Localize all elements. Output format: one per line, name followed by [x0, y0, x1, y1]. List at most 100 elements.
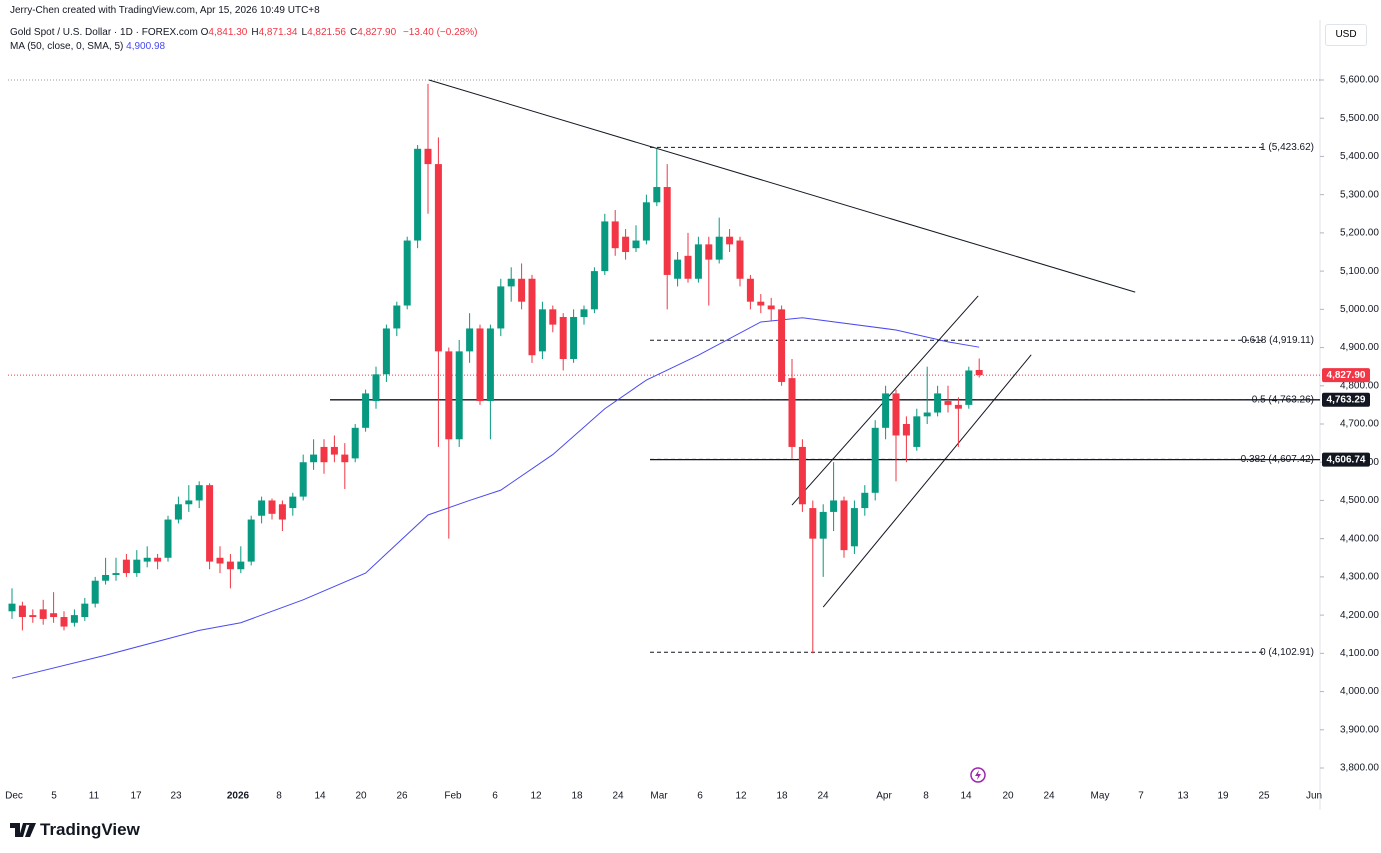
candle-body: [871, 427, 879, 493]
candle-body: [434, 164, 442, 352]
ohlc-value: 4,827.90: [357, 27, 397, 38]
candle-body: [247, 519, 255, 562]
last-price-tag: [1322, 368, 1370, 383]
candle-body: [8, 603, 16, 612]
x-tick-label: 24: [1043, 791, 1055, 802]
fib-label: 1 (5,423.62): [1260, 142, 1314, 153]
candle-body: [850, 508, 858, 547]
indicator-value: 4,900.98: [126, 41, 166, 52]
x-tick-label: Apr: [876, 791, 892, 802]
candle-body: [216, 557, 224, 564]
x-tick-label: 24: [817, 791, 829, 802]
candle-body: [372, 374, 380, 402]
candle-body: [684, 255, 692, 279]
candle-body: [122, 559, 130, 574]
candle-body: [486, 328, 494, 402]
y-tick-label: 4,200.00: [1340, 610, 1379, 621]
candle-body: [310, 454, 318, 463]
candle-body: [528, 278, 536, 356]
ohlc: O4,841.30 H4,871.34 L4,821.56 C4,827.90: [201, 27, 401, 38]
indicator-line: MA (50, close, 0, SMA, 5) 4,900.98: [10, 41, 165, 52]
candle-body: [185, 500, 193, 505]
candle-body: [632, 240, 640, 249]
candle-body: [538, 309, 546, 352]
candle-body: [164, 519, 172, 558]
candle-body: [91, 580, 99, 604]
y-tick-label: 4,500.00: [1340, 495, 1379, 506]
candle-body: [424, 148, 432, 165]
candle-body: [341, 454, 349, 463]
last-price-tag-label: 4,827.90: [1327, 370, 1366, 381]
candle-body: [258, 500, 266, 516]
candle-body: [882, 393, 890, 428]
candle-body: [455, 351, 463, 440]
candle-body: [580, 309, 588, 317]
candle-body: [559, 316, 567, 360]
candle-body: [892, 393, 900, 436]
x-tick-label: 23: [170, 791, 182, 802]
candle-body: [445, 351, 453, 440]
candle-body: [653, 187, 661, 203]
candle-body: [674, 259, 682, 279]
brand-name: TradingView: [40, 820, 140, 839]
candle-body: [736, 240, 744, 279]
y-tick-label: 5,500.00: [1340, 113, 1379, 124]
x-tick-label: Dec: [5, 791, 23, 802]
candle-body: [393, 305, 401, 329]
level-tag-label: 4,606.74: [1327, 454, 1366, 465]
y-tick-label: 4,400.00: [1340, 533, 1379, 544]
x-tick-label: 7: [1138, 791, 1144, 802]
brand-logo: [10, 823, 36, 837]
candle-body: [362, 393, 370, 428]
candle-body: [206, 485, 214, 562]
x-tick-label: 14: [314, 791, 326, 802]
candle-body: [694, 244, 702, 279]
ohlc-key: C: [350, 27, 358, 38]
x-tick-label: 20: [1002, 791, 1014, 802]
x-tick-label: 18: [776, 791, 788, 802]
y-tick-label: 4,000.00: [1340, 686, 1379, 697]
candle-body: [622, 236, 630, 252]
candle-body: [913, 416, 921, 447]
candle-body: [861, 492, 869, 509]
x-tick-label: Mar: [650, 791, 668, 802]
candle-body: [330, 446, 338, 455]
candle-body: [757, 301, 765, 306]
candle-body: [902, 424, 910, 436]
x-tick-label: Feb: [444, 791, 462, 802]
y-tick-label: 4,300.00: [1340, 572, 1379, 583]
candle-body: [954, 404, 962, 409]
level-tag: [1322, 392, 1370, 407]
level-tag-label: 4,763.29: [1327, 394, 1366, 405]
candle-body: [320, 446, 328, 463]
candle-body: [809, 508, 817, 539]
candle-body: [923, 412, 931, 417]
ohlc-value: 4,821.56: [307, 27, 346, 38]
indicator: MA (50, close, 0, SMA, 5): [10, 41, 124, 52]
x-tick-label: 2026: [227, 791, 250, 802]
candle-body: [278, 504, 286, 520]
candle-body: [507, 278, 515, 287]
candle-body: [549, 309, 557, 325]
x-tick-label: Jun: [1306, 791, 1322, 802]
candle-body: [154, 557, 162, 562]
x-tick-label: 6: [697, 791, 703, 802]
candle-body: [268, 500, 276, 514]
candle-body: [382, 328, 390, 375]
level-tag: [1322, 452, 1370, 467]
x-tick-label: 14: [960, 791, 972, 802]
watermark-icon: [970, 767, 986, 783]
candle-body: [975, 369, 983, 376]
ohlc-value: 4,841.30: [208, 27, 248, 38]
fib-label: 0 (4,102.91): [1260, 647, 1314, 658]
y-tick-label: 5,200.00: [1340, 228, 1379, 239]
currency-button[interactable]: USD: [1325, 24, 1367, 46]
candle-body: [497, 286, 505, 329]
candle-body: [299, 462, 307, 497]
ohlc-key: O: [200, 27, 209, 38]
candle-body: [403, 240, 411, 306]
candle-body: [112, 573, 120, 575]
y-tick-label: 5,400.00: [1340, 151, 1379, 162]
x-tick-label: 8: [276, 791, 282, 802]
